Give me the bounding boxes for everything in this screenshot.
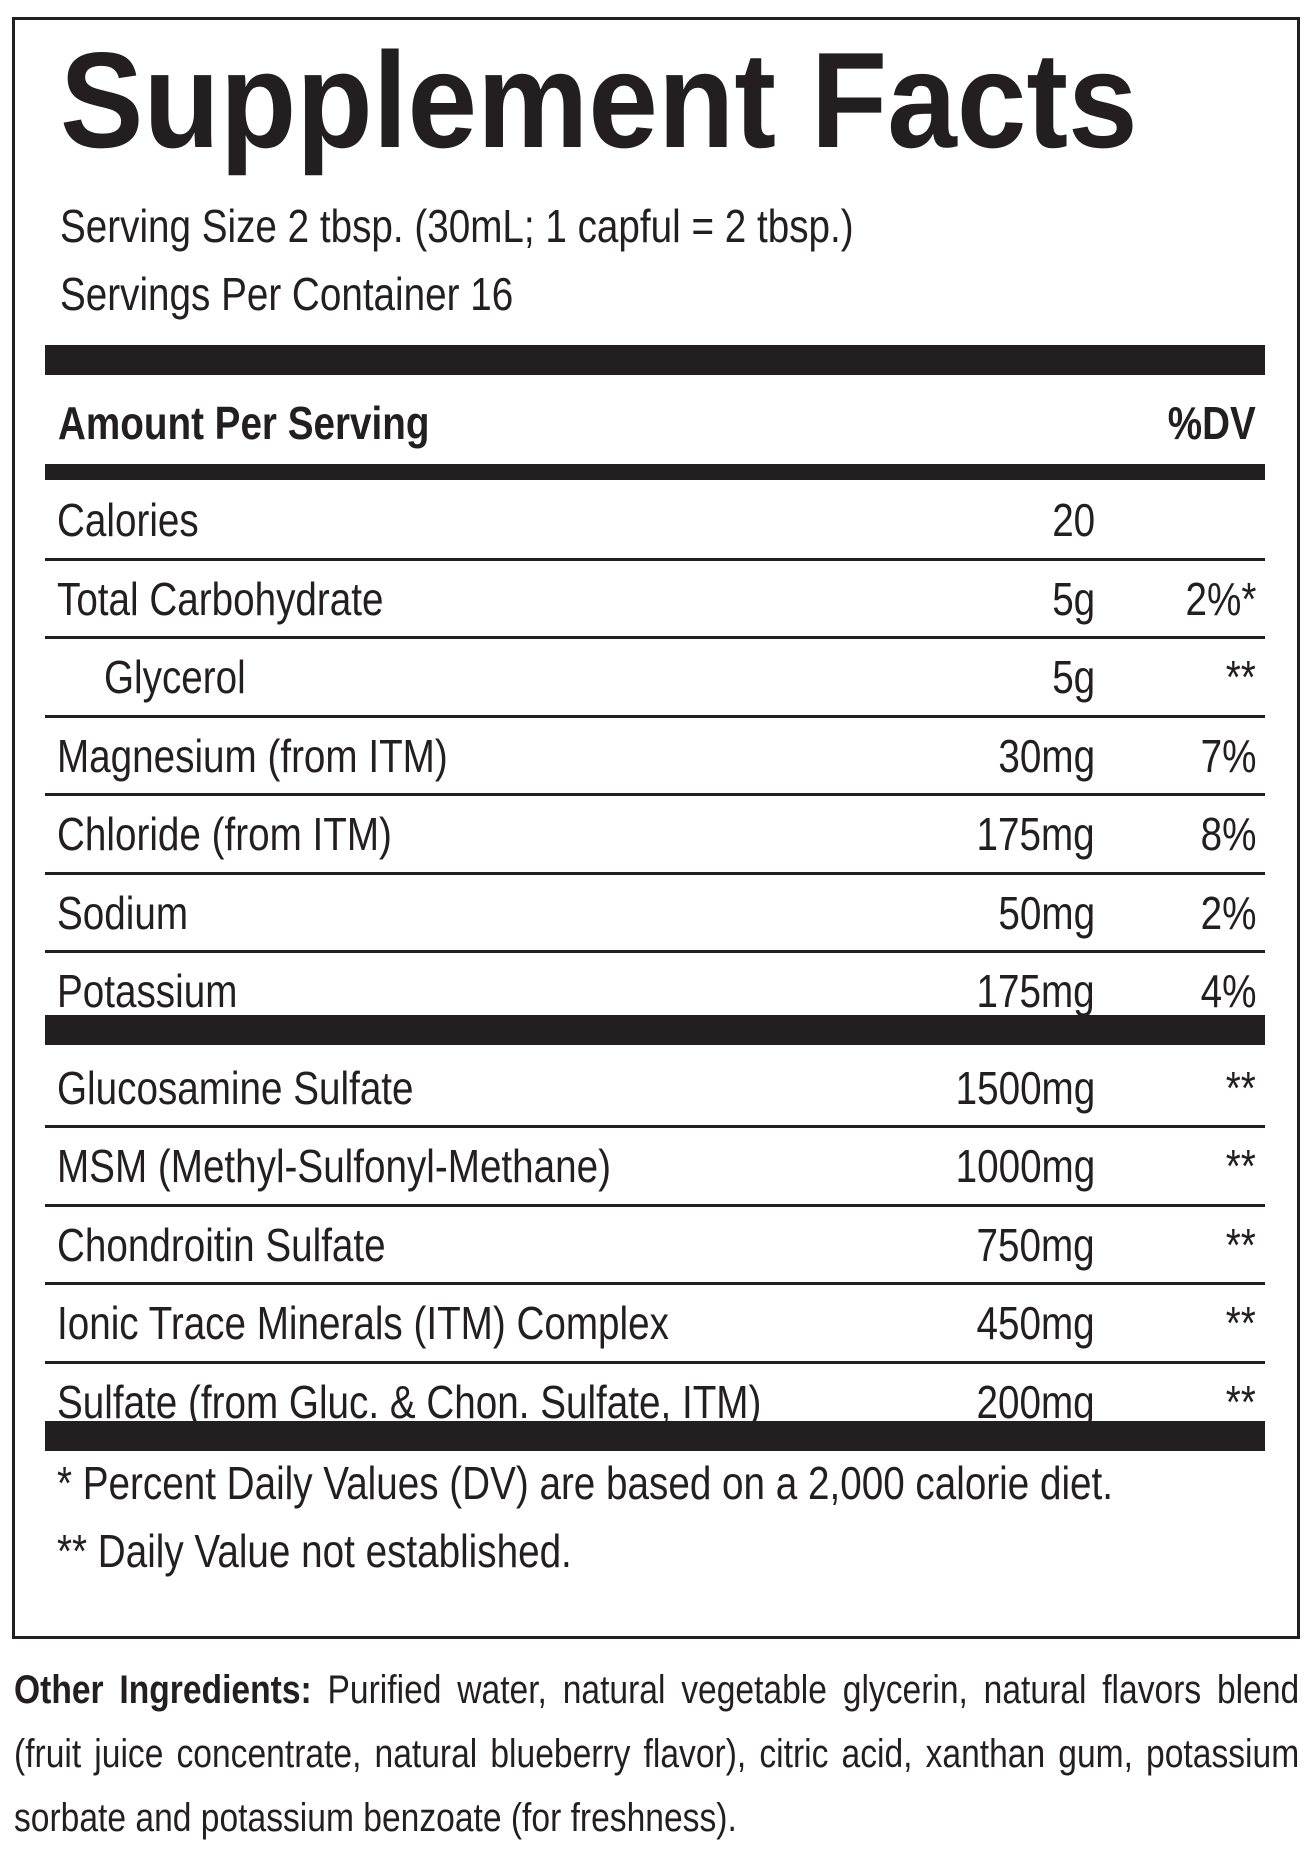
row-dv: **: [1225, 651, 1256, 703]
row-name: Chloride (from ITM): [57, 808, 392, 860]
rule: [45, 871, 1265, 875]
rule: [45, 1282, 1265, 1285]
rule: [45, 345, 1265, 375]
row-dv: **: [1225, 1061, 1256, 1114]
row-amount: 20: [1052, 494, 1095, 546]
rule: [45, 464, 1265, 480]
row-name: Calories: [57, 494, 199, 546]
row-dv: 8%: [1200, 808, 1256, 860]
row-amount: 175mg: [976, 965, 1095, 1017]
row-name: MSM (Methyl-Sulfonyl-Methane): [57, 1140, 612, 1192]
facts-panel: [12, 17, 1300, 1639]
rule: [45, 950, 1265, 953]
rule: [45, 1014, 1265, 1045]
row-amount: 1000mg: [955, 1140, 1095, 1192]
rule: [45, 636, 1265, 639]
row-name: Potassium: [57, 965, 238, 1017]
row-amount: 200mg: [976, 1375, 1095, 1428]
row-name: Magnesium (from ITM): [57, 729, 448, 782]
rule: [45, 557, 1265, 561]
row-amount: 50mg: [998, 886, 1095, 939]
row-amount: 750mg: [976, 1218, 1095, 1271]
row-name: Chondroitin Sulfate: [57, 1218, 386, 1271]
row-name: Ionic Trace Minerals (ITM) Complex: [57, 1297, 669, 1349]
row-dv: **: [1225, 1375, 1256, 1428]
row-dv: **: [1225, 1140, 1256, 1192]
rule: [45, 1125, 1265, 1128]
row-name: Total Carbohydrate: [57, 572, 384, 625]
row-dv: 2%*: [1185, 572, 1256, 625]
row-amount: 5g: [1052, 651, 1095, 703]
row-amount: 30mg: [998, 729, 1095, 782]
rule: [45, 714, 1265, 718]
dv-header: %DV: [1167, 397, 1256, 449]
row-dv: 7%: [1200, 729, 1256, 782]
column-header: Amount Per Serving: [58, 397, 430, 449]
row-name: Sulfate (from Gluc. & Chon. Sulfate, ITM…: [57, 1375, 762, 1428]
rule: [45, 1203, 1265, 1207]
row-name: Glucosamine Sulfate: [57, 1061, 414, 1114]
row-amount: 5g: [1052, 572, 1095, 625]
rule: [45, 1421, 1265, 1451]
row-dv: 4%: [1200, 965, 1256, 1017]
row-amount: 1500mg: [955, 1061, 1095, 1114]
rule: [45, 793, 1265, 796]
serving-size: Serving Size 2 tbsp. (30mL; 1 capful = 2…: [60, 200, 854, 252]
servings-per-container: Servings Per Container 16: [60, 268, 514, 320]
ingredients-label: Other Ingredients:: [14, 1668, 312, 1712]
row-dv: **: [1225, 1218, 1256, 1271]
title: Supplement Facts: [60, 24, 1138, 176]
footnote: ** Daily Value not established.: [57, 1525, 572, 1577]
row-amount: 450mg: [976, 1297, 1095, 1349]
rule: [45, 1360, 1265, 1364]
row-name: Sodium: [57, 886, 189, 939]
row-amount: 175mg: [976, 808, 1095, 860]
ingredients-text: Purified water, natural vegetable glycer…: [14, 1668, 1300, 1840]
footnote: * Percent Daily Values (DV) are based on…: [57, 1457, 1114, 1509]
row-dv: 2%: [1200, 886, 1256, 939]
row-name: Glycerol: [104, 651, 246, 703]
other-ingredients: Other Ingredients: Purified water, natur…: [14, 1658, 1299, 1850]
row-dv: **: [1225, 1297, 1256, 1349]
